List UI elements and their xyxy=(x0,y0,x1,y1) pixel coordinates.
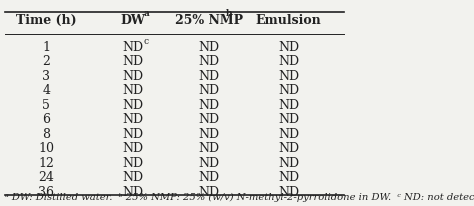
Text: 1: 1 xyxy=(42,41,50,54)
Text: ND: ND xyxy=(122,84,144,97)
Text: ND: ND xyxy=(278,98,299,111)
Text: ND: ND xyxy=(198,142,219,154)
Text: ND: ND xyxy=(122,142,144,154)
Text: ND: ND xyxy=(122,127,144,140)
Text: 4: 4 xyxy=(42,84,50,97)
Text: 10: 10 xyxy=(38,142,55,154)
Text: ND: ND xyxy=(122,55,144,68)
Text: 24: 24 xyxy=(38,171,55,184)
Text: c: c xyxy=(143,37,148,46)
Text: 8: 8 xyxy=(42,127,50,140)
Text: ND: ND xyxy=(122,98,144,111)
Text: ND: ND xyxy=(198,84,219,97)
Text: ND: ND xyxy=(278,84,299,97)
Text: ND: ND xyxy=(198,55,219,68)
Text: ND: ND xyxy=(122,171,144,184)
Text: 5: 5 xyxy=(42,98,50,111)
Text: ND: ND xyxy=(198,69,219,82)
Text: a: a xyxy=(143,9,149,18)
Text: ND: ND xyxy=(278,142,299,154)
Text: ND: ND xyxy=(122,41,144,54)
Text: ND: ND xyxy=(278,156,299,169)
Text: 3: 3 xyxy=(42,69,50,82)
Text: ᵃ DW: Distilled water.  ᵇ 25% NMP: 25% (w/v) N-methyl-2-pyrrolidone in DW.  ᶜ ND: ᵃ DW: Distilled water. ᵇ 25% NMP: 25% (w… xyxy=(5,191,474,201)
Text: ND: ND xyxy=(278,185,299,198)
Text: ND: ND xyxy=(278,171,299,184)
Text: 36: 36 xyxy=(38,185,55,198)
Text: ND: ND xyxy=(122,156,144,169)
Text: ND: ND xyxy=(198,127,219,140)
Text: Time (h): Time (h) xyxy=(16,14,77,27)
Text: 12: 12 xyxy=(38,156,55,169)
Text: ND: ND xyxy=(198,171,219,184)
Text: ND: ND xyxy=(198,113,219,126)
Text: 6: 6 xyxy=(42,113,50,126)
Text: ND: ND xyxy=(122,69,144,82)
Text: 2: 2 xyxy=(42,55,50,68)
Text: ND: ND xyxy=(198,41,219,54)
Text: 25% NMP: 25% NMP xyxy=(175,14,243,27)
Text: ND: ND xyxy=(278,127,299,140)
Text: ND: ND xyxy=(198,185,219,198)
Text: ND: ND xyxy=(278,69,299,82)
Text: ND: ND xyxy=(198,156,219,169)
Text: ND: ND xyxy=(278,41,299,54)
Text: ND: ND xyxy=(278,55,299,68)
Text: ND: ND xyxy=(278,113,299,126)
Text: ND: ND xyxy=(198,98,219,111)
Text: ND: ND xyxy=(122,185,144,198)
Text: Emulsion: Emulsion xyxy=(255,14,321,27)
Text: ND: ND xyxy=(122,113,144,126)
Text: b: b xyxy=(226,9,232,18)
Text: DW: DW xyxy=(120,14,145,27)
